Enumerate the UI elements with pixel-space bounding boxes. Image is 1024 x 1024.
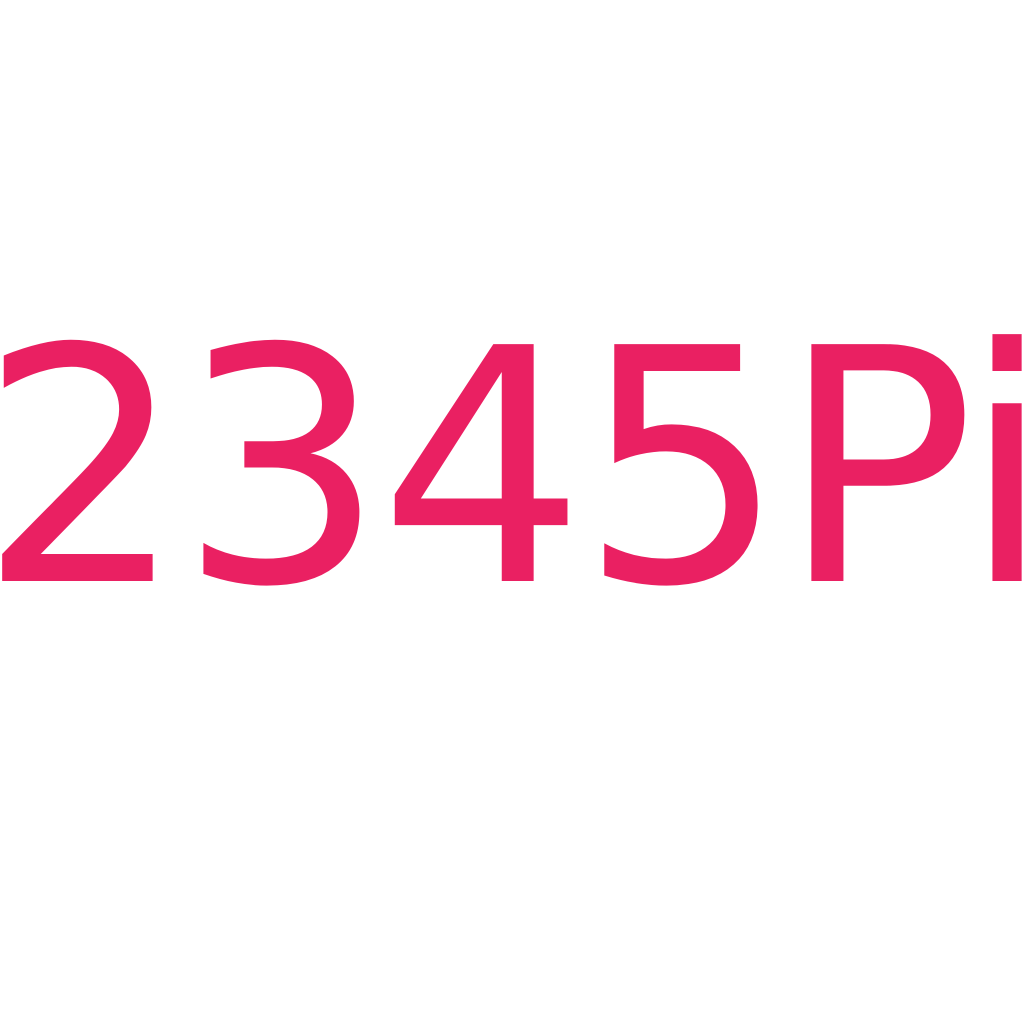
logo-text: 2345Pi <box>0 278 1024 658</box>
